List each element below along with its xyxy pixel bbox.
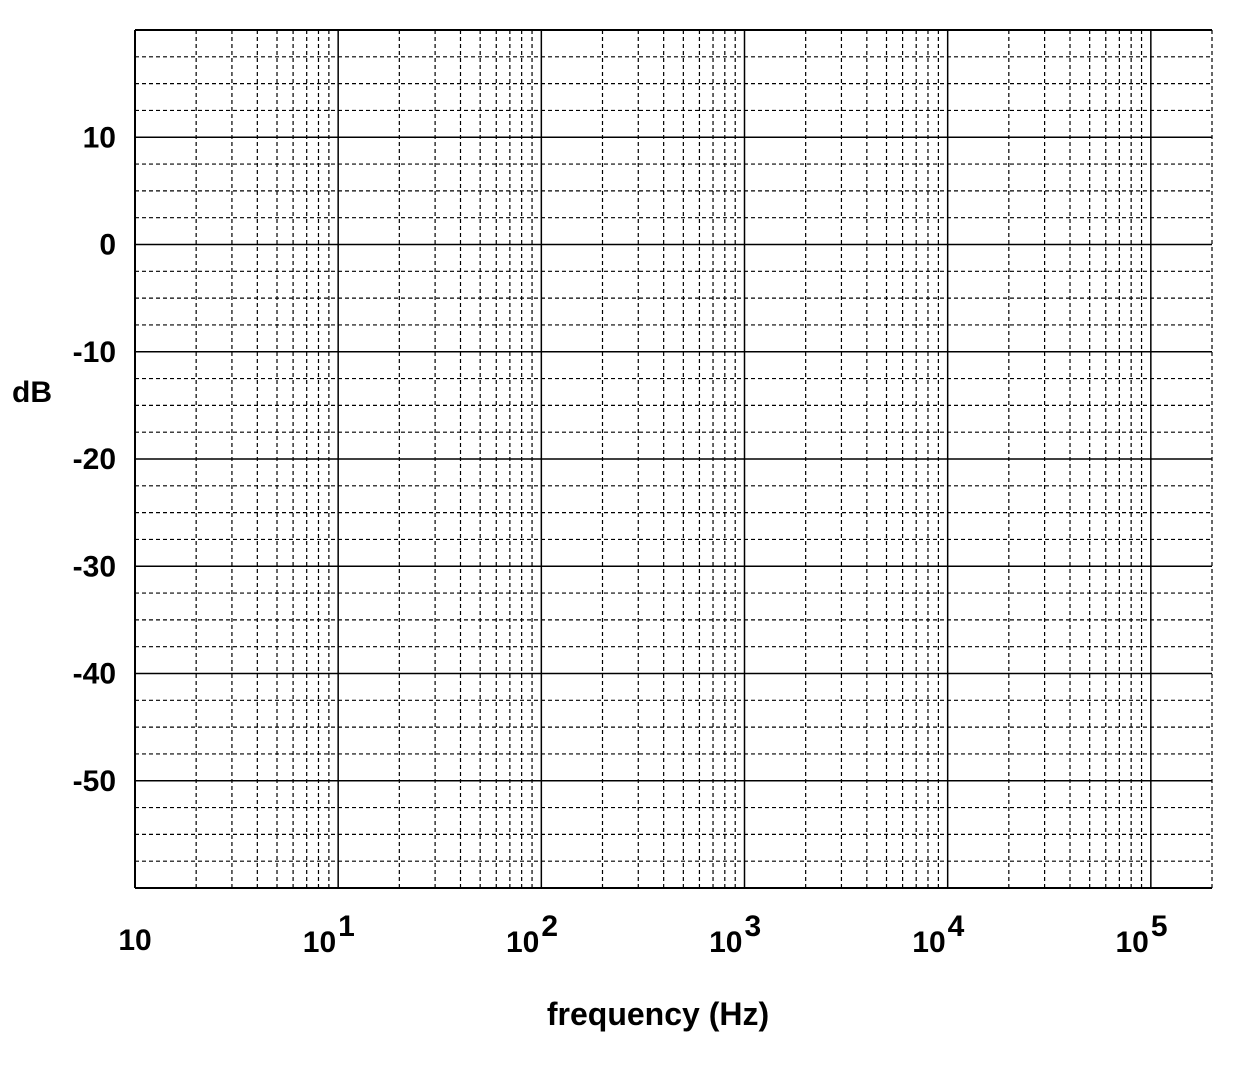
y-tick-labels: 10 0 -10 -20 -30 -40 -50	[73, 121, 116, 798]
x-tick-mantissa: 10	[912, 926, 945, 959]
y-tick-label: 0	[99, 229, 116, 262]
y-tick-label: -50	[73, 765, 116, 798]
x-tick-exponent: 1	[338, 910, 355, 943]
x-tick-label: 10 4	[912, 910, 964, 959]
major-grid	[135, 30, 1212, 888]
x-tick-exponent: 5	[1151, 910, 1168, 943]
x-axis-label: frequency (Hz)	[547, 996, 769, 1032]
axes	[134, 29, 1212, 889]
x-tick-label: 10 1	[303, 910, 355, 959]
y-tick-label: -20	[73, 443, 116, 476]
x-tick-label: 10 2	[506, 910, 558, 959]
x-tick-label: 10	[118, 924, 151, 957]
y-tick-label: -10	[73, 336, 116, 369]
y-tick-label: 10	[83, 121, 116, 154]
x-tick-mantissa: 10	[118, 924, 151, 957]
x-tick-labels: 10 10 1 10 2 10 3 10 4 10 5	[118, 910, 1167, 959]
y-axis-label: dB	[12, 376, 52, 409]
x-tick-mantissa: 10	[709, 926, 742, 959]
y-tick-label: -40	[73, 658, 116, 691]
x-tick-mantissa: 10	[303, 926, 336, 959]
x-tick-mantissa: 10	[1115, 926, 1148, 959]
x-tick-exponent: 2	[541, 910, 558, 943]
x-tick-label: 10 5	[1115, 910, 1167, 959]
x-tick-label: 10 3	[709, 910, 761, 959]
y-tick-label: -30	[73, 550, 116, 583]
x-tick-exponent: 3	[745, 910, 762, 943]
x-tick-mantissa: 10	[506, 926, 539, 959]
x-tick-exponent: 4	[948, 910, 965, 943]
